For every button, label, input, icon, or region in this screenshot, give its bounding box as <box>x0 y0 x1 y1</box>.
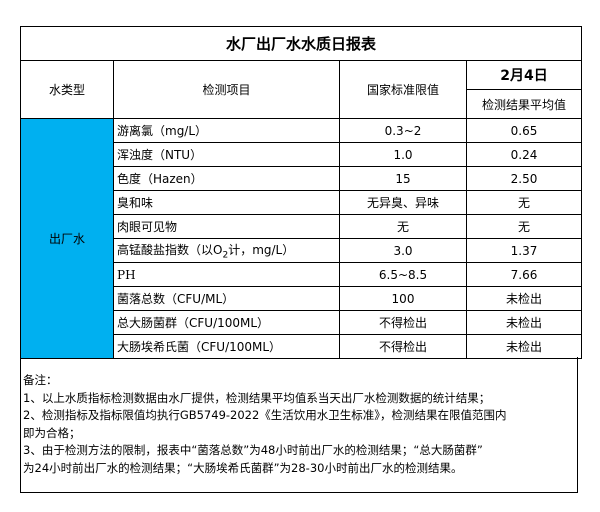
header-item: 检测项目 <box>113 60 340 119</box>
water-quality-table: 水厂出厂水水质日报表 水类型 检测项目 国家标准限值 2月4日 检测结果平均值 … <box>19 26 583 359</box>
limit-cell: 无异臭、异味 <box>339 190 467 215</box>
limit-cell: 3.0 <box>339 238 467 263</box>
report-title: 水厂出厂水水质日报表 <box>19 26 583 61</box>
result-cell: 1.37 <box>465 238 583 263</box>
header-date: 2月4日 <box>465 60 583 90</box>
limit-cell: 15 <box>339 166 467 191</box>
table-row: 大肠埃希氏菌（CFU/100ML） 不得检出 未检出 <box>21 334 583 359</box>
table-row: 色度（Hazen） 15 2.50 <box>21 166 583 191</box>
result-cell: 无 <box>465 214 583 239</box>
item-cell: 大肠埃希氏菌（CFU/100ML） <box>113 334 340 359</box>
limit-cell: 0.3~2 <box>339 118 467 143</box>
result-cell: 未检出 <box>465 310 583 335</box>
note-line: 2、检测指标及指标限值均执行GB5749-2022《生活饮用水卫生标准》，检测结… <box>23 408 507 422</box>
limit-cell: 1.0 <box>339 142 467 167</box>
item-cell: 浑浊度（NTU） <box>113 142 340 167</box>
table-row: 出厂水 游离氯（mg/L） 0.3~2 0.65 <box>20 118 583 359</box>
item-cell: 总大肠菌群（CFU/100ML） <box>113 310 340 335</box>
item-cell: PH <box>113 262 340 287</box>
header-result: 检测结果平均值 <box>465 89 583 119</box>
table-row: PH 6.5~8.5 7.66 <box>21 262 583 287</box>
header-water-type: 水类型 <box>20 60 114 119</box>
note-line: 1、以上水质指标检测数据由水厂提供，检测结果平均值系当天出厂水检测数据的统计结果… <box>23 390 491 405</box>
note-line: 3、由于检测方法的限制，报表中“菌落总数”为48小时前出厂水的检测结果；“总大肠… <box>23 443 483 457</box>
result-cell: 未检出 <box>465 334 583 359</box>
item-cell: 臭和味 <box>113 190 340 215</box>
item-cell: 高锰酸盐指数（以O2计，mg/L） <box>113 238 340 263</box>
notes-box: 备注： 1、以上水质指标检测数据由水厂提供，检测结果平均值系当天出厂水检测数据的… <box>20 357 578 493</box>
item-cell: 肉眼可见物 <box>113 214 340 239</box>
notes-heading: 备注： <box>23 373 58 387</box>
result-cell: 0.24 <box>465 142 583 167</box>
header-limit: 国家标准限值 <box>339 60 467 119</box>
note-line: 为24小时前出厂水的检测结果；“大肠埃希氏菌群”为28-30小时前出厂水的检测结… <box>23 460 463 475</box>
item-suffix: 计，mg/L） <box>228 242 295 257</box>
item-subscript: 2 <box>222 250 229 261</box>
result-cell: 7.66 <box>465 262 583 287</box>
water-type-cell: 出厂水 <box>20 118 114 359</box>
result-cell: 无 <box>465 190 583 215</box>
table-row: 肉眼可见物 无 无 <box>21 214 583 239</box>
result-cell: 2.50 <box>465 166 583 191</box>
note-line: 即为合格； <box>23 425 81 440</box>
limit-cell: 不得检出 <box>339 334 467 359</box>
limit-cell: 100 <box>339 286 467 311</box>
item-cell: 菌落总数（CFU/ML） <box>113 286 340 311</box>
item-prefix: 高锰酸盐指数（以O <box>117 242 223 257</box>
limit-cell: 无 <box>339 214 467 239</box>
item-cell: 色度（Hazen） <box>113 166 340 191</box>
limit-cell: 6.5~8.5 <box>339 262 467 287</box>
result-cell: 0.65 <box>465 118 583 143</box>
table-row: 菌落总数（CFU/ML） 100 未检出 <box>21 286 583 311</box>
result-cell: 未检出 <box>465 286 583 311</box>
limit-cell: 不得检出 <box>339 310 467 335</box>
table-row: 浑浊度（NTU） 1.0 0.24 <box>21 142 583 167</box>
table-row: 臭和味 无异臭、异味 无 <box>21 190 583 215</box>
table-row: 高锰酸盐指数（以O2计，mg/L） 3.0 1.37 <box>21 238 583 263</box>
item-cell: 游离氯（mg/L） <box>113 118 340 143</box>
